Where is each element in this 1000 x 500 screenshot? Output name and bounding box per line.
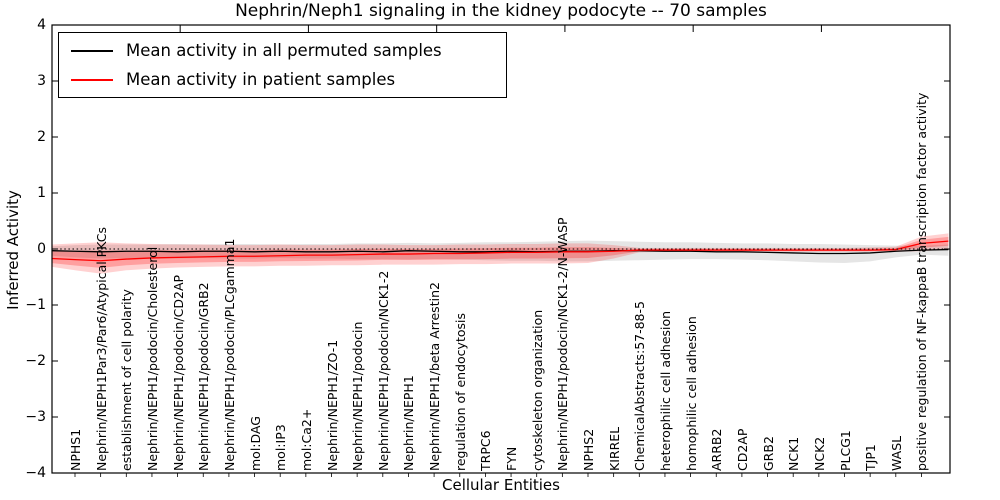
x-tick-label: Nephrin/NEPH1 [401, 375, 417, 471]
x-tick-label: KIRREL [606, 426, 622, 471]
y-tick-label: 2 [37, 129, 46, 145]
y-tick-label: 3 [37, 73, 46, 89]
x-tick-label: PLCG1 [837, 430, 853, 471]
x-tick-label: CD2AP [734, 428, 750, 471]
x-tick-label: Nephrin/NEPH1/podocin/PLCgamma1 [221, 238, 237, 471]
legend-entry-patient: Mean activity in patient samples [59, 65, 506, 94]
x-tick-label: ChemicalAbstracts:57-88-5 [632, 301, 648, 471]
plot-area [52, 233, 950, 274]
x-tick-label: Nephrin/NEPH1/podocin/CD2AP [170, 274, 186, 471]
x-tick-label: TRPC6 [478, 430, 494, 471]
x-tick-label: Nephrin/NEPH1/beta Arrestin2 [427, 282, 443, 471]
x-tick-label: Nephrin/NEPH1/podocin/NCK1-2/N-WASP [555, 217, 571, 471]
x-tick-label: Nephrin/NEPH1/podocin [350, 321, 366, 471]
y-tick-label: −3 [25, 409, 46, 425]
x-tick-label: mol:IP3 [273, 424, 289, 471]
x-tick-label: GRB2 [760, 436, 776, 471]
x-tick-label: Nephrin/NEPH1Par3/Par6/Atypical PKCs [93, 227, 109, 471]
legend-entry-permuted: Mean activity in all permuted samples [59, 36, 506, 65]
x-axis-label: Cellular Entities [442, 476, 560, 494]
legend-line-patient [71, 78, 113, 81]
x-tick-label: Nephrin/NEPH1/podocin/Cholesterol [144, 246, 160, 471]
x-tick-label: cytoskeleton organization [529, 309, 545, 471]
patient-band [52, 233, 949, 274]
x-tick-label: NPHS1 [68, 428, 83, 471]
patient-mean-line [52, 240, 949, 262]
legend: Mean activity in all permuted samples Me… [58, 32, 507, 98]
x-tick-label: homophilic cell adhesion [683, 316, 699, 471]
legend-label-patient: Mean activity in patient samples [126, 70, 396, 89]
x-tick-label: FYN [504, 446, 520, 471]
x-tick-label: Nephrin/NEPH1/podocin/NCK1-2 [375, 270, 391, 471]
legend-label-permuted: Mean activity in all permuted samples [126, 41, 442, 60]
x-tick-label: mol:DAG [247, 416, 263, 471]
x-tick-label: Nephrin/NEPH1/podocin/GRB2 [196, 282, 212, 471]
x-tick-label: NCK2 [811, 436, 827, 471]
y-tick-label: −1 [25, 297, 46, 313]
legend-line-permuted [71, 49, 113, 52]
x-tick-label: TJP1 [863, 444, 879, 471]
x-tick-label: NCK1 [786, 436, 802, 471]
permuted-mean-line [52, 248, 949, 255]
x-tick-label: mol:Ca2+ [298, 408, 314, 471]
chart-title: Nephrin/Neph1 signaling in the kidney po… [235, 1, 767, 21]
y-tick-label: 4 [37, 17, 46, 33]
x-tick-label: positive regulation of NF-kappaB transcr… [914, 92, 930, 471]
y-tick-label: −2 [25, 353, 46, 369]
x-tick-label: NPHS2 [581, 428, 596, 471]
y-tick-label: 0 [37, 241, 46, 257]
x-tick-label: WASL [888, 435, 904, 471]
x-tick-label: heterophilic cell adhesion [657, 310, 673, 471]
y-tick-label: −4 [25, 465, 46, 481]
y-tick-label: 1 [37, 185, 46, 201]
x-tick-label: ARRB2 [709, 428, 725, 471]
x-tick-label: Nephrin/NEPH1/ZO-1 [324, 339, 340, 471]
x-tick-label: establishment of cell polarity [119, 289, 135, 471]
x-tick-label: regulation of endocytosis [452, 313, 468, 471]
